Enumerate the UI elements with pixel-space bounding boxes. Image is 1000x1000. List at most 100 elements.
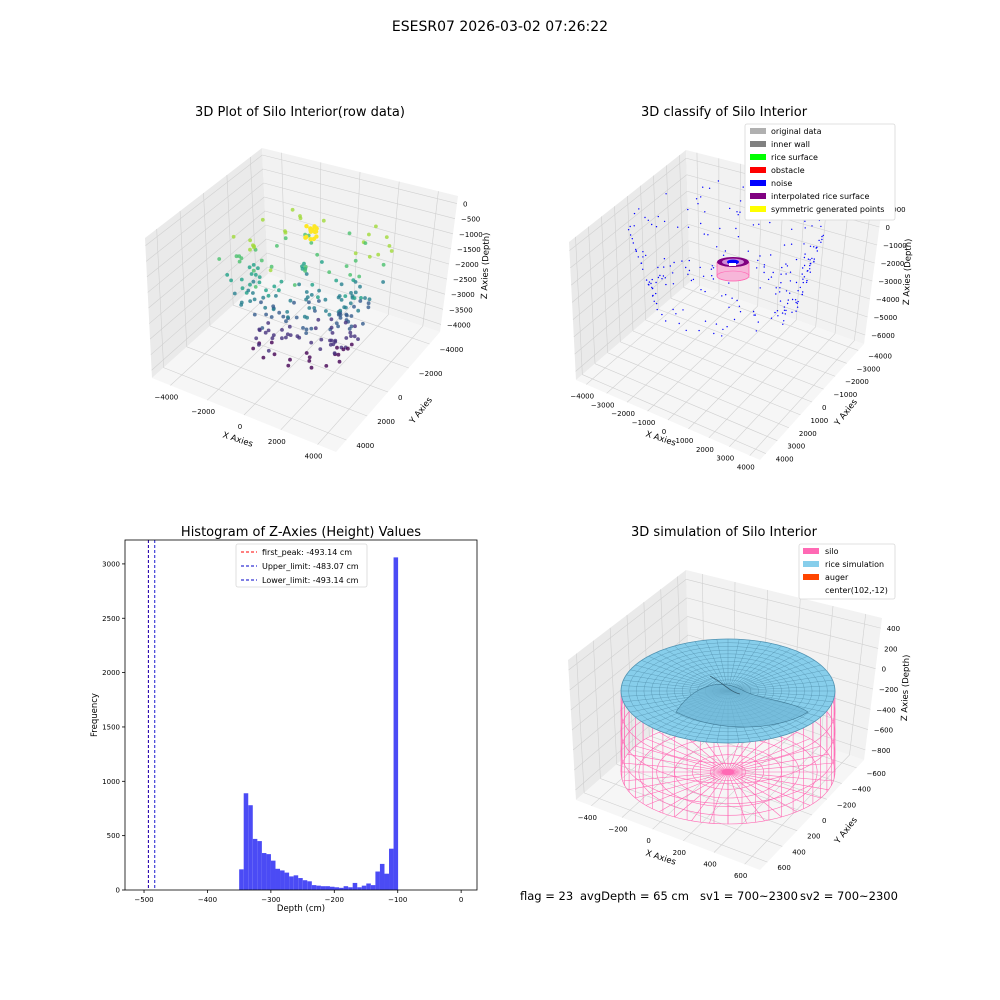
data-point [284, 335, 288, 340]
panel3-title: Histogram of Z-Axies (Height) Values [181, 525, 421, 540]
noise-point [803, 276, 806, 278]
data-point [309, 326, 314, 331]
z-tick-label: −1000 [459, 231, 483, 239]
histogram-bar [352, 882, 358, 890]
noise-point [763, 266, 765, 268]
histogram-bar [311, 885, 317, 890]
x-tick-label: −500 [134, 896, 153, 904]
noise-point [702, 275, 705, 277]
x-tick-label: 400 [703, 861, 716, 869]
data-point [352, 304, 356, 309]
noise-point [651, 278, 653, 281]
figure-title: ESESR07 2026-03-02 07:26:22 [392, 19, 608, 35]
rice-mesh-spoke [674, 645, 729, 692]
data-point [333, 340, 337, 344]
histogram-bar [325, 886, 330, 890]
data-point [329, 317, 334, 322]
noise-point [809, 264, 811, 267]
legend-swatch-auger [803, 574, 819, 580]
noise-point [647, 219, 649, 221]
data-point [366, 305, 371, 310]
silo-floor-spoke [727, 762, 834, 773]
data-point [297, 335, 302, 340]
silo-center-mark [721, 768, 735, 776]
y-tick-label: −200 [837, 801, 856, 809]
rice-mesh-spoke [727, 648, 791, 692]
z-tick-label: −600 [874, 727, 893, 735]
data-point [263, 305, 268, 310]
noise-point [672, 272, 674, 274]
histogram-bar [348, 887, 353, 890]
noise-point [629, 225, 631, 228]
legend-swatch-original-data [750, 128, 766, 134]
histogram-ylabel: Frequency [90, 693, 100, 737]
data-point [286, 315, 290, 319]
silo-floor-spoke [727, 771, 829, 791]
noise-point [801, 293, 803, 296]
z-tick-label: −2500 [453, 276, 477, 284]
noise-point [779, 287, 781, 289]
y-tick-label: 500 [107, 832, 120, 840]
legend-swatch-silo [803, 548, 819, 554]
data-point [348, 273, 353, 277]
noise-point [722, 328, 724, 331]
noise-point [756, 267, 758, 269]
grid-line [688, 223, 873, 282]
noise-point [785, 273, 787, 275]
noise-point [672, 283, 675, 285]
data-point [349, 314, 354, 318]
data-point [290, 207, 295, 212]
grid-line [670, 298, 847, 364]
data-point [376, 252, 381, 257]
histogram-bar [289, 876, 294, 890]
data-point [248, 299, 253, 303]
noise-point [728, 306, 730, 308]
y-tick-label: −3000 [857, 365, 881, 373]
noise-point [675, 313, 677, 315]
noise-point [663, 266, 665, 268]
noise-point [687, 273, 689, 275]
data-point [284, 319, 288, 324]
noise-point [725, 294, 727, 296]
data-point [275, 244, 279, 248]
data-point [316, 317, 321, 322]
rice-mesh-spoke [694, 641, 729, 692]
noise-point [704, 320, 707, 322]
grid-line [148, 210, 266, 309]
data-point [346, 346, 350, 351]
noise-point [759, 287, 761, 289]
noise-point [682, 309, 684, 311]
data-point [313, 309, 317, 313]
data-point [310, 282, 315, 287]
histogram-vlines [147, 540, 156, 890]
histogram-bar [252, 838, 258, 890]
y-tick-label: 1500 [102, 723, 120, 731]
y-tick-label: 4000 [356, 442, 374, 450]
noise-point [795, 281, 798, 284]
legend-lower-limit: Lower_limit: -493.14 cm [262, 576, 359, 585]
data-point [381, 262, 386, 267]
data-point [251, 263, 256, 267]
noise-point [645, 279, 648, 281]
data-point [285, 332, 290, 337]
silo-floor-spoke [709, 771, 729, 824]
data-point [251, 291, 255, 295]
data-point [304, 331, 309, 335]
noise-point [780, 273, 782, 275]
noise-point [770, 254, 772, 256]
noise-point [739, 211, 741, 213]
noise-point [790, 243, 793, 245]
noise-point [642, 268, 644, 270]
data-point [303, 269, 307, 273]
noise-point [737, 214, 739, 216]
data-point [253, 285, 258, 289]
noise-point [763, 264, 766, 266]
panel-histogram: Histogram of Z-Axies (Height) Values −50… [90, 525, 478, 914]
silo-floor-spoke [727, 771, 834, 782]
data-point [334, 278, 339, 283]
noise-point [783, 309, 786, 311]
data-point [339, 282, 344, 287]
p2-legend: original data inner wall rice surface ob… [744, 123, 896, 221]
status-sv1: sv1 = 700~2300 [700, 889, 798, 903]
noise-point [719, 227, 721, 230]
